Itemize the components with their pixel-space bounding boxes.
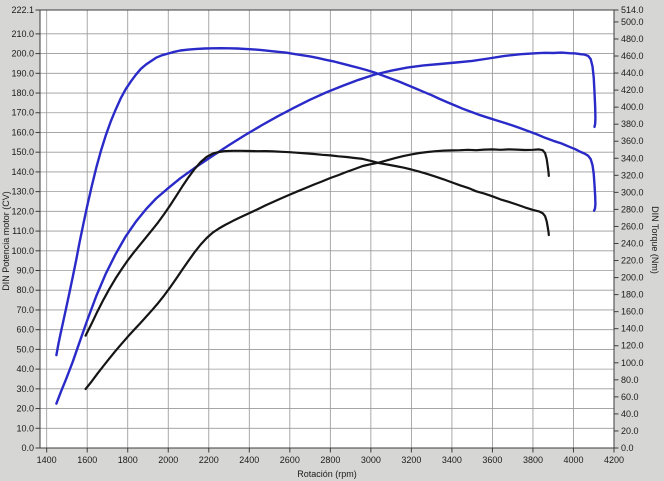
y-left-tick-label: 180.0 [11,88,34,98]
y-right-tick-label: 500.0 [621,17,644,27]
y-right-tick-label: 40.0 [621,409,639,419]
y-left-tick-label: 222.1 [11,5,34,15]
y-right-tick-label: 280.0 [621,204,644,214]
y-left-tick-label: 60.0 [16,325,34,335]
plot-border [39,9,615,449]
y-left-tick-label: 140.0 [11,167,34,177]
x-tick-labels: 1400 1600 1800 2000 2200 2400 2600 2800 3000 3200… [37,455,624,465]
y-left-tick-label: 200.0 [11,49,34,59]
y-left-tick-label: 30.0 [16,384,34,394]
y-left-tick-label: 170.0 [11,108,34,118]
y-left-tick-label: 10.0 [16,423,34,433]
y-left-tick-label: 70.0 [16,305,34,315]
y-left-tick-label: 110.0 [12,226,34,236]
y-left-tick-label: 160.0 [11,127,34,137]
x-tick-label: 3000 [361,455,381,465]
y-right-tick-label: 180.0 [621,290,644,300]
y-right-tick-label: 160.0 [621,307,644,317]
y-left-tick-label: 190.0 [11,68,34,78]
plot-area [40,10,614,448]
y-right-tick-label: 360.0 [621,136,644,146]
x-tick-label: 2600 [280,455,300,465]
x-axis-title: Rotación (rpm) [297,469,357,479]
series-line-torque-tuned [55,47,597,357]
y-right-tick-label: 80.0 [621,375,639,385]
x-tick-label: 2200 [199,455,219,465]
y-left-tick-label: 50.0 [16,344,34,354]
series-line-torque-stock [84,149,550,337]
y-right-tick-label: 380.0 [621,119,644,129]
y-right-tick-label: 514.0 [621,5,644,15]
y-right-tick-label: 320.0 [621,170,644,180]
y-left-tick-label: 130.0 [11,187,34,197]
y-left-tick-label: 150.0 [11,147,34,157]
series-curves [55,47,597,405]
y-right-tick-label: 20.0 [621,426,639,436]
y-right-tick-label: 400.0 [621,102,644,112]
x-tick-label: 1600 [77,455,97,465]
y-right-tick-label: 420.0 [621,85,644,95]
y-right-tick-label: 60.0 [621,392,639,402]
y-right-tick-label: 300.0 [621,187,644,197]
axis-ticks [35,9,619,453]
y-left-tick-label: 120.0 [11,206,34,216]
x-tick-label: 3600 [482,455,502,465]
x-tick-label: 3200 [401,455,421,465]
y-left-tick-labels: 0.0 10.0 20.0 30.0 40.0 50.0 60.0 70.0 80.0 90.0 1… [11,5,34,453]
y-left-axis-title: DIN Potencia motor (CV) [1,191,11,291]
x-tick-label: 4200 [604,455,624,465]
x-tick-label: 1400 [37,455,57,465]
x-tick-label: 3800 [523,455,543,465]
y-right-tick-label: 340.0 [621,153,644,163]
y-right-tick-label: 100.0 [621,358,644,368]
y-right-tick-label: 480.0 [621,34,644,44]
y-left-tick-label: 90.0 [16,266,34,276]
y-right-tick-label: 460.0 [621,51,644,61]
y-right-tick-label: 120.0 [621,341,644,351]
y-left-tick-label: 20.0 [16,404,34,414]
y-left-tick-label: 0.0 [21,443,34,453]
x-tick-label: 2400 [239,455,259,465]
y-right-tick-label: 0.0 [621,443,634,453]
y-right-tick-label: 440.0 [621,68,644,78]
y-right-tick-labels: 0.0 20.0 40.0 60.0 80.0 100.0 120.0 140.0 160.0 1… [621,5,644,453]
y-right-tick-label: 260.0 [621,221,644,231]
x-tick-label: 2800 [320,455,340,465]
y-left-tick-label: 40.0 [16,364,34,374]
y-right-tick-label: 240.0 [621,238,644,248]
y-left-tick-label: 80.0 [16,285,34,295]
x-tick-label: 4000 [563,455,583,465]
x-tick-label: 1800 [118,455,138,465]
x-tick-label: 2000 [158,455,178,465]
y-right-tick-label: 140.0 [621,324,644,334]
series-line-power-stock [84,148,550,391]
y-left-tick-label: 100.0 [11,246,34,256]
y-right-axis-title: DIN Torque (Nm) [650,206,660,274]
series-line-power-tuned [55,51,597,405]
y-right-tick-label: 220.0 [621,256,644,266]
x-tick-label: 3400 [442,455,462,465]
y-left-tick-label: 210.0 [11,29,34,39]
y-right-tick-label: 200.0 [621,273,644,283]
